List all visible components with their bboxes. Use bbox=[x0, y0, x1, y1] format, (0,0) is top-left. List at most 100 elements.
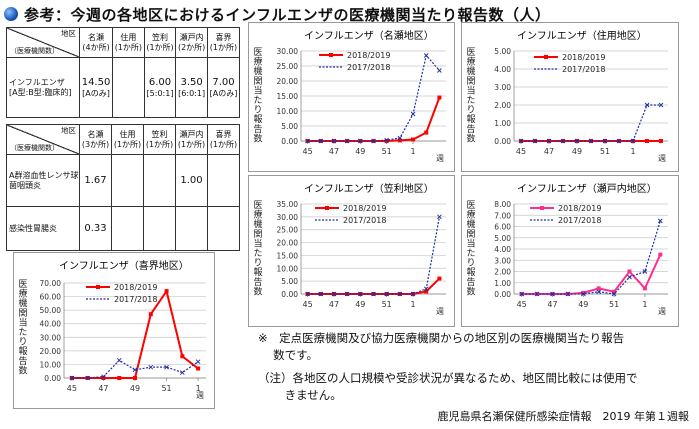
data-point bbox=[148, 364, 154, 370]
data-point bbox=[411, 137, 416, 142]
data-point bbox=[384, 139, 389, 143]
y-axis-label-char: 機 bbox=[466, 218, 475, 230]
y-axis-label-char: た bbox=[466, 95, 475, 106]
data-point bbox=[519, 291, 525, 297]
chart-kikai: インフルエンザ（喜界地区） 0.00 10.00 20.00 30.00 40.00 50.… bbox=[13, 252, 215, 409]
chart-title: インフルエンザ（名瀬地区） bbox=[304, 29, 434, 42]
data-point bbox=[196, 366, 201, 371]
y-tick-label: 35.00 bbox=[277, 200, 299, 209]
data-point bbox=[344, 138, 350, 144]
data-point bbox=[659, 139, 663, 143]
y-axis-label-char: り bbox=[253, 105, 262, 116]
x-tick-label: 45 bbox=[302, 147, 312, 156]
chart-kasari: インフルエンザ（笠利地区） 0.00 5.00 10.00 15.00 20.00 25.0… bbox=[248, 175, 455, 327]
data-point bbox=[658, 252, 663, 257]
x-tick-label: 45 bbox=[517, 300, 527, 309]
data-point bbox=[437, 276, 442, 281]
legend-marker bbox=[544, 55, 548, 59]
y-axis-label-char: 数 bbox=[253, 285, 262, 297]
legend-label: 2017/2018 bbox=[114, 295, 157, 304]
table2-cell bbox=[111, 206, 144, 251]
x-tick-label: 1 bbox=[410, 147, 415, 156]
y-tick-label: 2.00 bbox=[494, 268, 511, 277]
table1-header-setouchi: 瀬戸内 (2か所) bbox=[175, 27, 208, 58]
data-point bbox=[642, 286, 647, 291]
x-tick-label: 1 bbox=[630, 147, 635, 156]
y-tick-label: 10.00 bbox=[277, 107, 299, 116]
y-axis-label-char: り bbox=[466, 105, 475, 116]
data-point bbox=[397, 135, 403, 141]
data-point bbox=[645, 139, 649, 143]
data-point bbox=[101, 374, 106, 379]
y-tick-label: 2.00 bbox=[494, 101, 511, 110]
table1-header-kasari: 笠利 (1か所) bbox=[143, 27, 177, 58]
y-axis-label-char: り bbox=[18, 337, 27, 348]
data-point bbox=[357, 291, 363, 297]
data-point bbox=[69, 375, 75, 381]
y-axis-label-char: 当 bbox=[466, 237, 475, 249]
data-point bbox=[318, 291, 324, 297]
table2-header-setouchi: 瀬戸内 (1か所) bbox=[175, 124, 208, 155]
data-point bbox=[534, 291, 540, 297]
series-line-2018/2019 bbox=[71, 288, 199, 379]
y-axis-label-char: 療 bbox=[466, 209, 475, 221]
x-tick-label: 49 bbox=[578, 300, 588, 309]
legend-label: 2017/2018 bbox=[343, 216, 386, 225]
legend-label: 2018/2019 bbox=[347, 51, 390, 60]
table2-cell bbox=[143, 154, 176, 207]
y-axis-label-char: 関 bbox=[466, 229, 475, 240]
chart-title: インフルエンザ（瀬戸内地区） bbox=[517, 182, 657, 195]
legend-label: 2018/2019 bbox=[114, 283, 157, 292]
table1-cell: 3.50 [6:0:1] bbox=[175, 57, 208, 118]
y-tick-label: 1.00 bbox=[494, 119, 511, 128]
x-tick-label: 45 bbox=[302, 300, 312, 309]
y-tick-label: 5.00 bbox=[494, 234, 511, 243]
y-axis-label-char: 数 bbox=[253, 132, 262, 144]
x-tick-label: 1 bbox=[196, 384, 201, 393]
x-tick-label: 45 bbox=[67, 384, 77, 393]
data-point bbox=[195, 359, 201, 365]
data-point bbox=[627, 269, 632, 274]
table2-cell: 0.33 bbox=[79, 206, 112, 251]
table2-cell bbox=[143, 206, 176, 251]
table1-cell: 6.00 [5:0:1] bbox=[143, 57, 177, 118]
legend-marker bbox=[540, 206, 544, 210]
table1-cell: 14.50 [Aのみ] bbox=[78, 57, 114, 118]
y-tick-label: 6.00 bbox=[494, 223, 511, 232]
data-point bbox=[318, 138, 324, 144]
y-tick-label: 5.00 bbox=[281, 122, 298, 131]
y-axis-label-char: 関 bbox=[253, 76, 262, 87]
x-tick-label: 1 bbox=[410, 300, 415, 309]
legend-label: 2017/2018 bbox=[562, 65, 605, 74]
data-point bbox=[657, 218, 663, 224]
chart-title: インフルエンザ（笠利地区） bbox=[304, 182, 434, 195]
x-tick-label: 49 bbox=[355, 300, 365, 309]
x-tick-label: 1 bbox=[642, 300, 647, 309]
y-tick-label: 0.00 bbox=[281, 137, 298, 146]
table2-corner-bottom: （医療機関数） bbox=[10, 143, 59, 152]
data-point bbox=[423, 53, 429, 58]
data-point bbox=[596, 289, 602, 295]
data-point bbox=[371, 138, 376, 144]
data-point bbox=[437, 214, 442, 220]
data-point bbox=[565, 291, 571, 297]
y-axis-label-char: 関 bbox=[466, 76, 475, 87]
y-axis-label-char: 数 bbox=[466, 132, 475, 144]
x-tick-label: 47 bbox=[544, 147, 554, 156]
data-point bbox=[164, 289, 169, 294]
y-tick-label: 0.00 bbox=[281, 290, 298, 299]
data-point bbox=[397, 138, 402, 143]
data-point bbox=[574, 138, 580, 144]
y-tick-label: 1.00 bbox=[494, 279, 511, 288]
data-point bbox=[546, 138, 552, 144]
y-tick-label: 25.00 bbox=[277, 62, 299, 71]
series-line-2017/2018 bbox=[307, 54, 440, 142]
y-axis-label-char: 報 bbox=[18, 346, 27, 357]
y-axis-label-char: 関 bbox=[253, 229, 262, 240]
title-row: 参考：今週の各地区におけるインフルエンザの医療機関当たり報告数（人） bbox=[4, 3, 551, 25]
table1-cell: 7.00 [Aのみ] bbox=[206, 57, 241, 118]
x-axis-week-label: 週 bbox=[658, 307, 666, 316]
x-tick-label: 47 bbox=[329, 300, 339, 309]
table2-cell bbox=[175, 206, 208, 251]
data-point bbox=[581, 290, 586, 295]
